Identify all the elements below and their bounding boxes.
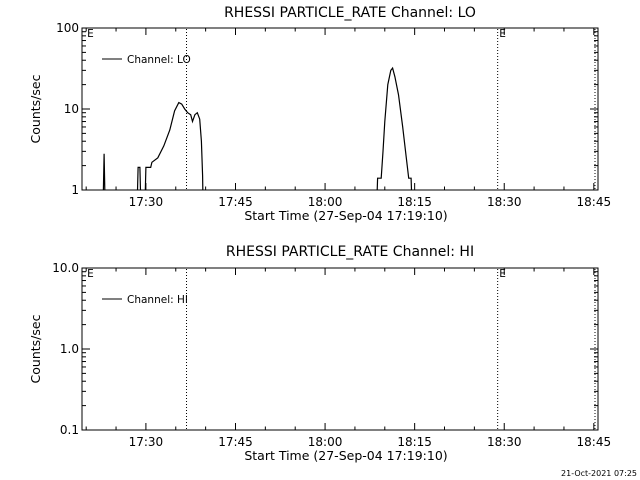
timestamp: 21-Oct-2021 07:25 xyxy=(561,469,637,478)
x-tick-label: 18:30 xyxy=(487,195,522,209)
data-series xyxy=(102,66,413,190)
y-axis-label: Counts/sec xyxy=(28,314,43,383)
eclipse-marker-label: E xyxy=(499,268,506,280)
x-tick-label: 18:45 xyxy=(577,195,612,209)
y-tick-label: 1 xyxy=(71,183,79,197)
x-axis-label: Start Time (27-Sep-04 17:19:10) xyxy=(244,208,447,223)
chart-title: RHESSI PARTICLE_RATE Channel: LO xyxy=(224,5,476,21)
x-tick-label: 18:15 xyxy=(397,435,432,449)
y-tick-label: 0.1 xyxy=(60,423,79,437)
series-line xyxy=(144,101,204,190)
eclipse-marker-label: E xyxy=(499,28,506,40)
y-tick-label: 10 xyxy=(64,102,79,116)
plot-frame xyxy=(81,267,599,431)
x-tick-label: 18:30 xyxy=(487,435,522,449)
eclipse-marker-label: E xyxy=(87,28,94,40)
x-tick-label: 17:30 xyxy=(129,435,164,449)
x-tick-label: 17:45 xyxy=(218,435,253,449)
eclipse-marker-label: E xyxy=(87,268,94,280)
y-tick-label: 100 xyxy=(56,21,79,35)
x-tick-label: 18:00 xyxy=(308,435,343,449)
y-tick-label: 1.0 xyxy=(60,342,79,356)
legend-label: Channel: LO xyxy=(127,54,191,66)
x-tick-label: 17:45 xyxy=(218,195,253,209)
plot-frame xyxy=(81,27,599,191)
x-tick-label: 18:00 xyxy=(308,195,343,209)
x-tick-label: 18:45 xyxy=(577,435,612,449)
x-tick-label: 17:30 xyxy=(129,195,164,209)
series-line xyxy=(102,153,106,190)
hi-channel-plot: RHESSI PARTICLE_RATE Channel: HI 17:30 17:… xyxy=(28,244,611,463)
y-axis-label: Counts/sec xyxy=(28,74,43,143)
x-axis-label: Start Time (27-Sep-04 17:19:10) xyxy=(244,448,447,463)
y-tick-label: 10.0 xyxy=(52,261,79,275)
x-tick-label: 18:15 xyxy=(397,195,432,209)
chart-title: RHESSI PARTICLE_RATE Channel: HI xyxy=(226,244,474,260)
lo-channel-plot: RHESSI PARTICLE_RATE Channel: LO 17:30 17:… xyxy=(28,5,611,223)
legend-label: Channel: HI xyxy=(127,294,188,306)
series-line xyxy=(136,166,142,190)
series-line xyxy=(376,66,413,190)
